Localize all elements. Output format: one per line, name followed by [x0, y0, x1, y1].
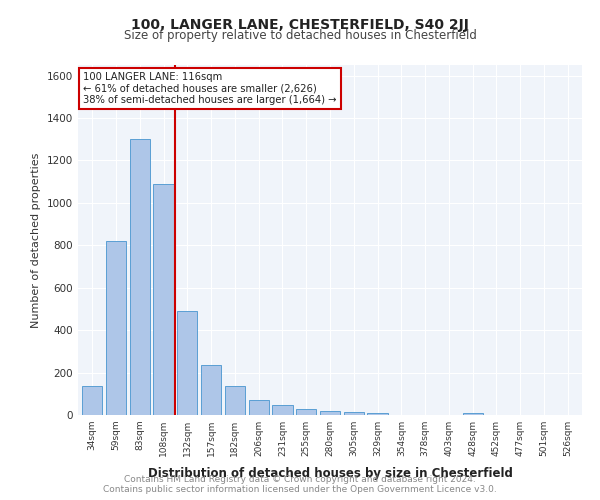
- Bar: [248, 400, 269, 415]
- Bar: [320, 411, 340, 415]
- X-axis label: Distribution of detached houses by size in Chesterfield: Distribution of detached houses by size …: [148, 468, 512, 480]
- Bar: [296, 408, 316, 415]
- Bar: [344, 412, 364, 415]
- Bar: [272, 406, 293, 415]
- Bar: [106, 241, 126, 415]
- Text: 100 LANGER LANE: 116sqm
← 61% of detached houses are smaller (2,626)
38% of semi: 100 LANGER LANE: 116sqm ← 61% of detache…: [83, 72, 337, 105]
- Text: Size of property relative to detached houses in Chesterfield: Size of property relative to detached ho…: [124, 29, 476, 42]
- Bar: [82, 386, 103, 415]
- Bar: [463, 413, 483, 415]
- Y-axis label: Number of detached properties: Number of detached properties: [31, 152, 41, 328]
- Bar: [154, 184, 173, 415]
- Bar: [367, 413, 388, 415]
- Text: Contains HM Land Registry data © Crown copyright and database right 2024.
Contai: Contains HM Land Registry data © Crown c…: [103, 474, 497, 494]
- Bar: [130, 139, 150, 415]
- Bar: [225, 386, 245, 415]
- Bar: [177, 311, 197, 415]
- Bar: [201, 365, 221, 415]
- Text: 100, LANGER LANE, CHESTERFIELD, S40 2JJ: 100, LANGER LANE, CHESTERFIELD, S40 2JJ: [131, 18, 469, 32]
